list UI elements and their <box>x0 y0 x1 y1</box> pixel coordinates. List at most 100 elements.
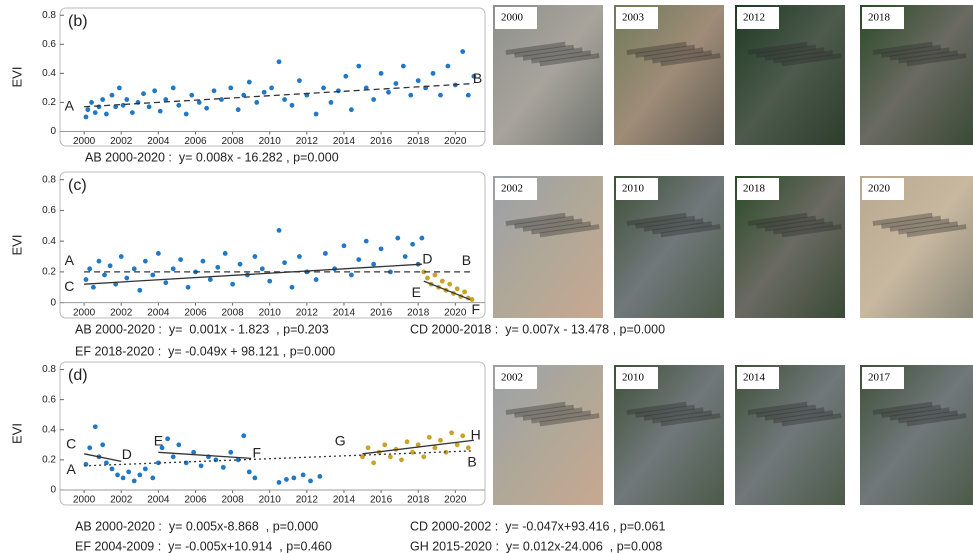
point-label: H <box>471 426 481 442</box>
data-point <box>447 282 452 287</box>
data-point <box>290 103 295 108</box>
data-point <box>421 454 426 459</box>
data-point <box>130 110 135 115</box>
data-point <box>291 476 296 481</box>
image-year: 2018 <box>743 183 766 195</box>
data-point <box>156 251 161 256</box>
data-point <box>121 476 126 481</box>
data-point <box>297 254 302 259</box>
data-point <box>236 107 241 112</box>
image-year: 2017 <box>868 372 891 384</box>
data-point <box>455 286 460 291</box>
data-point <box>269 85 274 90</box>
y-tick-label: 0.2 <box>42 454 56 465</box>
equation: EF 2004-2009 : y= -0.005x+10.914 , p=0.4… <box>75 539 332 553</box>
data-point <box>137 472 142 477</box>
data-point <box>410 242 415 247</box>
data-point <box>262 90 267 95</box>
y-tick-label: 0.8 <box>42 174 56 185</box>
data-point <box>238 262 243 267</box>
x-tick-label: 2012 <box>296 495 319 506</box>
data-point <box>386 90 391 95</box>
data-point <box>124 97 129 102</box>
data-point <box>394 81 399 86</box>
data-point <box>342 243 347 248</box>
data-point <box>388 454 393 459</box>
x-tick-label: 2020 <box>444 495 467 506</box>
point-label: B <box>473 70 482 86</box>
data-point <box>85 107 90 112</box>
data-point <box>158 109 163 114</box>
y-tick-label: 0.4 <box>42 68 56 79</box>
data-point <box>460 433 465 438</box>
data-point <box>189 93 194 98</box>
data-point <box>254 100 259 105</box>
data-point <box>117 85 122 90</box>
point-label: C <box>66 435 76 451</box>
y-tick-label: 0.6 <box>42 205 56 216</box>
point-label: E <box>412 284 421 300</box>
image-year: 2010 <box>622 372 645 384</box>
data-point <box>219 97 224 102</box>
equation: EF 2018-2020 : y= -0.049x + 98.121 , p=0… <box>75 344 335 358</box>
point-label: A <box>65 97 75 113</box>
point-label: E <box>154 432 163 448</box>
data-point <box>89 100 94 105</box>
y-tick-label: 0 <box>50 126 56 137</box>
data-point <box>284 477 289 482</box>
x-tick-label: 2002 <box>110 307 133 318</box>
plot-frame <box>60 172 485 318</box>
data-point <box>171 85 176 90</box>
x-tick-label: 2000 <box>73 307 96 318</box>
data-point <box>163 280 168 285</box>
data-point <box>399 457 404 462</box>
data-point <box>171 454 176 459</box>
x-tick-label: 2020 <box>444 136 467 147</box>
data-point <box>87 266 92 271</box>
x-tick-label: 2004 <box>147 307 170 318</box>
y-tick-label: 0 <box>50 485 56 496</box>
data-point <box>297 78 302 83</box>
data-point <box>440 279 445 284</box>
data-point <box>379 71 384 76</box>
plot-frame <box>60 8 485 146</box>
data-point <box>184 112 189 117</box>
data-point <box>314 112 319 117</box>
equation: CD 2000-2018 : y= 0.007x - 13.478 , p=0.… <box>410 322 665 336</box>
data-point <box>137 288 142 293</box>
data-point <box>290 285 295 290</box>
data-point <box>462 289 467 294</box>
data-point <box>165 436 170 441</box>
x-tick-label: 2020 <box>444 307 467 318</box>
data-point <box>416 78 421 83</box>
data-point <box>445 64 450 69</box>
data-point <box>93 110 98 115</box>
data-point <box>84 115 89 120</box>
data-point <box>408 93 413 98</box>
data-point <box>366 445 371 450</box>
point-label: A <box>66 461 76 477</box>
x-tick-label: 2008 <box>221 307 244 318</box>
data-point <box>84 277 89 282</box>
data-point <box>438 93 443 98</box>
data-point <box>382 442 387 447</box>
data-point <box>108 263 113 268</box>
point-label: G <box>335 432 346 448</box>
data-point <box>267 279 272 284</box>
data-point <box>186 285 191 290</box>
x-tick-label: 2008 <box>221 136 244 147</box>
data-point <box>150 476 155 481</box>
data-point <box>110 93 115 98</box>
y-tick-label: 0 <box>50 297 56 308</box>
point-label: D <box>422 250 432 266</box>
x-tick-label: 2016 <box>370 136 393 147</box>
panel-label: (d) <box>68 367 88 384</box>
data-point <box>427 435 432 440</box>
data-point <box>432 445 437 450</box>
data-point <box>425 276 430 281</box>
data-point <box>93 424 98 429</box>
x-tick-label: 2018 <box>407 136 430 147</box>
data-point <box>115 472 120 477</box>
x-tick-label: 2002 <box>110 136 133 147</box>
data-point <box>349 273 354 278</box>
